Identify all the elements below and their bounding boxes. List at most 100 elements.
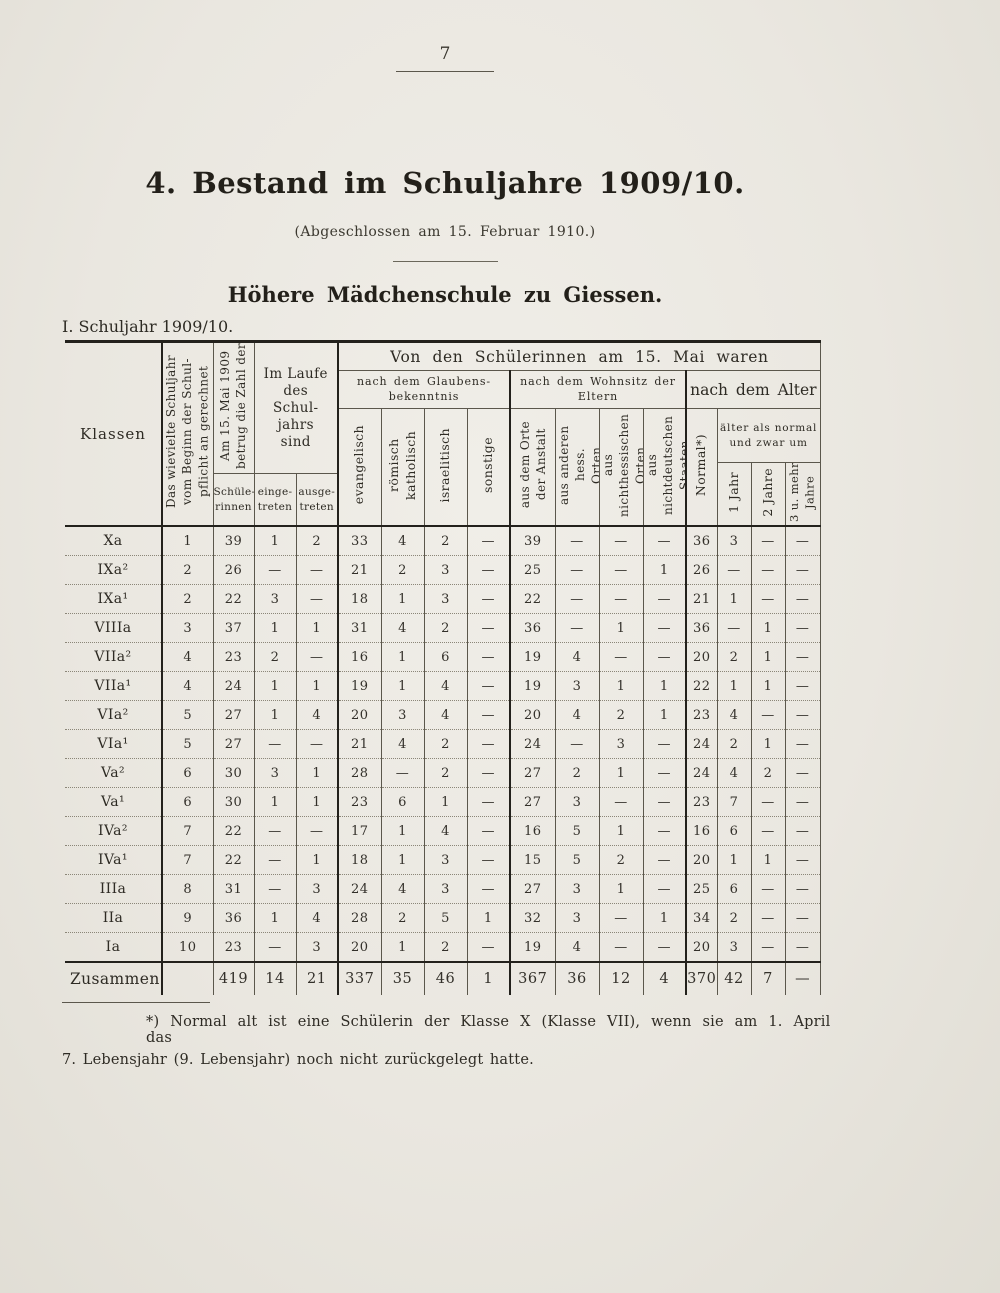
value-cell: 3 xyxy=(295,874,339,904)
value-cell: 19 xyxy=(509,642,556,672)
value-cell: — xyxy=(784,961,821,995)
value-cell: — xyxy=(466,642,511,672)
value-cell: — xyxy=(466,787,511,817)
value-cell: — xyxy=(466,932,511,963)
col-header-glaubens: nach dem Glaubens- bekenntnis xyxy=(337,370,511,409)
col-header-2jahre: 2 Jahre xyxy=(750,462,786,526)
value-cell: — xyxy=(642,816,687,846)
value-cell: — xyxy=(750,903,786,933)
col-label: aus anderen hess. Orten xyxy=(556,425,600,505)
value-cell: 4 xyxy=(380,729,425,759)
value-cell: 4 xyxy=(295,903,339,933)
value-cell: 4 xyxy=(554,700,600,730)
value-cell: 21 xyxy=(685,584,718,614)
class-name-cell: IVa¹ xyxy=(65,845,162,875)
footnote-line-1: *) Normal alt ist eine Schülerin der Kla… xyxy=(146,1014,831,1046)
value-cell: 25 xyxy=(685,874,718,904)
value-cell: — xyxy=(554,613,600,643)
value-cell: 6 xyxy=(161,787,213,817)
value-cell: 28 xyxy=(337,903,382,933)
value-cell: 19 xyxy=(337,671,382,701)
page-title: 4. Bestand im Schuljahre 1909/10. xyxy=(145,166,745,200)
col-label: israelitisch xyxy=(437,427,453,503)
table-row: VIIa² 4 23 2—16 1 6—19 4— —20 2 1— xyxy=(65,642,821,672)
value-cell: 24 xyxy=(685,729,718,759)
header-row-5: Schüle- rinnen einge- treten ausge- tret… xyxy=(65,473,820,526)
header-row-4: 1 Jahr 2 Jahre 3 u. mehr Jahre xyxy=(65,462,821,526)
value-cell: 3 xyxy=(554,787,600,817)
value-cell: 22 xyxy=(212,845,254,875)
class-name-cell: VIIIa xyxy=(65,613,162,643)
value-cell: 2 xyxy=(423,758,468,788)
value-cell: 370 xyxy=(685,961,718,995)
value-cell: 3 xyxy=(554,903,600,933)
value-cell: 2 xyxy=(380,555,425,585)
table-row: Va² 6 30 3 1 28—2—27 2 1—24 4 2— xyxy=(65,758,821,788)
col-header-span-main: Von den Schülerinnen am 15. Mai waren xyxy=(337,341,821,371)
value-cell: — xyxy=(784,816,821,846)
value-cell: 1 xyxy=(598,613,644,643)
value-cell: 5 xyxy=(423,903,468,933)
value-cell: — xyxy=(642,932,687,963)
value-cell: — xyxy=(784,845,821,875)
class-name-cell: Xa xyxy=(65,525,162,556)
value-cell: 24 xyxy=(685,758,718,788)
header-row-2: nach dem Glaubens- bekenntnis nach dem W… xyxy=(65,370,821,409)
value-cell: 1 xyxy=(295,787,339,817)
value-cell: 36 xyxy=(685,525,718,556)
value-cell: 3 xyxy=(423,845,468,875)
table-row: Ia 10 23—3 20 1 2—19 4— —20 3— — xyxy=(65,932,821,963)
value-cell: 27 xyxy=(509,787,556,817)
col-header-nichthessisch: aus nichthessischen Orten xyxy=(598,408,644,526)
value-cell: 7 xyxy=(161,845,213,875)
value-cell: 1 xyxy=(750,671,786,701)
value-cell: 20 xyxy=(337,932,382,963)
value-cell: — xyxy=(598,555,644,585)
value-cell: 20 xyxy=(685,932,718,963)
value-cell: 5 xyxy=(161,729,213,759)
value-cell: — xyxy=(295,729,339,759)
value-cell: 36 xyxy=(509,613,556,643)
value-cell: 4 xyxy=(554,642,600,672)
value-cell: 1 xyxy=(380,816,425,846)
value-cell: — xyxy=(253,932,296,963)
value-cell: — xyxy=(253,555,296,585)
col-header-normal: Normal*) xyxy=(685,408,718,526)
value-cell: 1 xyxy=(716,671,752,701)
value-cell: 1 xyxy=(295,671,339,701)
value-cell: 4 xyxy=(380,525,425,556)
value-cell: 2 xyxy=(716,729,752,759)
col-header-zahl: Am 15. Mai 1909 betrug die Zahl der xyxy=(212,341,254,474)
value-cell: 21 xyxy=(295,961,339,995)
value-cell: 4 xyxy=(380,874,425,904)
value-cell: — xyxy=(784,903,821,933)
table-row: IIa 9 36 1 4 28 2 5 1 32 3—1 34 2— — xyxy=(65,903,821,933)
value-cell: 419 xyxy=(212,961,254,995)
value-cell: 42 xyxy=(716,961,752,995)
col-header-wohnsitz: nach dem Wohnsitz der Eltern xyxy=(509,370,687,409)
value-cell: — xyxy=(554,729,600,759)
value-cell: 36 xyxy=(554,961,600,995)
value-cell: 2 xyxy=(423,932,468,963)
value-cell: 27 xyxy=(509,758,556,788)
value-cell: 3 xyxy=(161,613,213,643)
value-cell: 1 xyxy=(750,845,786,875)
value-cell: 21 xyxy=(337,555,382,585)
value-cell: 1 xyxy=(716,845,752,875)
value-cell: 2 xyxy=(423,525,468,556)
value-cell: 1 xyxy=(750,642,786,672)
footnote: *) Normal alt ist eine Schülerin der Kla… xyxy=(62,1002,834,1068)
value-cell: — xyxy=(642,787,687,817)
value-cell: 7 xyxy=(716,787,752,817)
value-cell: 2 xyxy=(423,613,468,643)
value-cell: 1 xyxy=(253,787,296,817)
table-row: Va¹ 6 30 1 1 23 6 1—27 3— —23 7— — xyxy=(65,787,821,817)
value-cell: — xyxy=(253,729,296,759)
value-cell: 2 xyxy=(161,555,213,585)
value-cell: 22 xyxy=(212,584,254,614)
value-cell: — xyxy=(642,525,687,556)
value-cell: 1 xyxy=(598,671,644,701)
value-cell: 6 xyxy=(716,816,752,846)
value-cell: — xyxy=(642,845,687,875)
section-label: I. Schuljahr 1909/10. xyxy=(62,317,234,336)
